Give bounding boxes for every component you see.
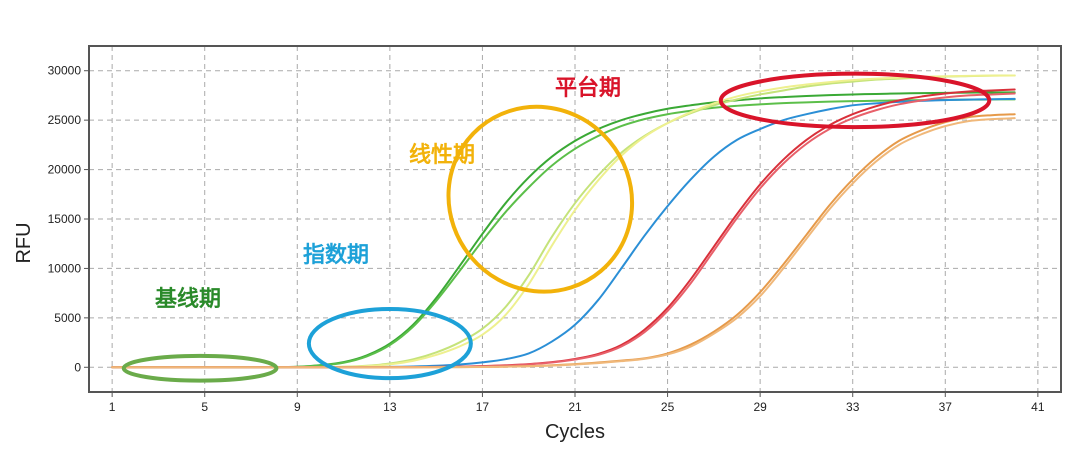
x-tick-label: 13 <box>383 400 397 414</box>
series-line-pale-yellow-sample <box>111 74 1016 369</box>
x-tick-label: 41 <box>1031 400 1045 414</box>
plateau-phase-ellipse <box>718 71 992 130</box>
x-axis-title: Cycles <box>545 421 605 443</box>
x-tick-label: 9 <box>294 400 301 414</box>
x-tick-label: 25 <box>661 400 675 414</box>
series-line-green-sample-1 <box>111 91 1016 369</box>
baseline-phase-label: 基线期 <box>155 286 221 312</box>
y-tick-label: 15000 <box>48 212 82 226</box>
series-line-red-sample-2 <box>111 92 1016 369</box>
y-axis-title: RFU <box>13 222 35 263</box>
x-tick-label: 33 <box>846 400 860 414</box>
y-tick-label: 10000 <box>48 261 82 275</box>
x-tick-label: 5 <box>201 400 208 414</box>
series-line-blue-sample <box>111 97 1016 369</box>
exponential-phase-label: 指数期 <box>303 242 369 268</box>
baseline-phase-ellipse <box>121 353 279 383</box>
x-tick-label: 21 <box>568 400 582 414</box>
x-tick-label: 1 <box>109 400 116 414</box>
linear-phase-label: 线性期 <box>409 142 475 168</box>
linear-phase-ellipse <box>446 104 635 294</box>
y-tick-label: 30000 <box>48 64 82 78</box>
phase-annotations: 基线期 指数期 线性期 平台期 <box>121 71 992 383</box>
x-axis-ticks: 1 5 9 13 17 21 25 29 33 37 41 <box>109 392 1045 414</box>
y-tick-label: 5000 <box>54 311 81 325</box>
y-tick-label: 25000 <box>48 113 82 127</box>
x-tick-label: 17 <box>476 400 490 414</box>
series-line-green-sample-2 <box>111 98 1016 369</box>
series-line-orange-sample-2 <box>111 117 1016 369</box>
y-tick-label: 0 <box>74 360 81 374</box>
series-line-light-green-sample <box>111 74 1016 369</box>
x-tick-label: 37 <box>939 400 953 414</box>
plateau-phase-label: 平台期 <box>555 75 621 101</box>
y-tick-label: 20000 <box>48 163 82 177</box>
y-axis-ticks: 0 5000 10000 15000 20000 25000 30000 <box>48 64 89 374</box>
x-tick-label: 29 <box>753 400 767 414</box>
series-line-orange-sample-1 <box>111 113 1016 369</box>
series-lines <box>111 74 1016 369</box>
exponential-phase-ellipse <box>306 306 473 381</box>
